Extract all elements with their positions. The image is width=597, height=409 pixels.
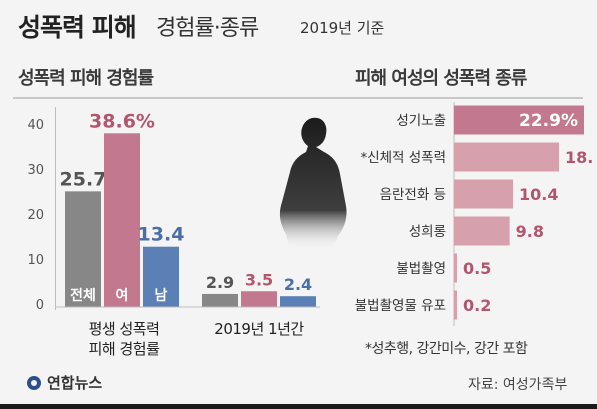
brand-name: 연합뉴스	[47, 374, 103, 392]
header-divider	[13, 97, 583, 99]
yonhap-logo-icon	[27, 375, 41, 390]
category-label: *신체적 성폭력	[360, 150, 446, 166]
y-tick-label: 10	[27, 253, 44, 268]
right-chart-title: 피해 여성의 성폭력 종류	[355, 68, 527, 89]
woman-silhouette-illustration	[279, 117, 347, 250]
experience-rate-chart: 25.7 전체 38.6% 여 13.4 남 2.9 3.5 2.4	[55, 110, 320, 308]
rate-value-label: 38.6%	[89, 110, 155, 132]
category-label: 불법촬영	[396, 261, 446, 277]
type-value-label: 18.5	[565, 148, 592, 167]
bar-series-label: 남	[155, 287, 168, 304]
type-bar	[454, 105, 584, 135]
type-bar	[454, 179, 514, 209]
rate-value-label: 13.4	[138, 224, 185, 246]
x-group-label: 피해 경험률	[88, 340, 160, 358]
bottom-bar	[0, 404, 597, 409]
rate-bar	[202, 293, 238, 307]
rate-value-label: 3.5	[245, 270, 273, 289]
rate-bar	[104, 133, 140, 307]
type-bar	[454, 216, 510, 246]
category-label: 음란전화 등	[380, 187, 446, 203]
y-axis-line	[55, 107, 56, 310]
left-chart-title: 성폭력 피해 경험률	[18, 68, 154, 89]
rate-value-label: 2.9	[206, 273, 234, 292]
y-tick-label: 40	[27, 118, 44, 133]
rate-bar	[280, 296, 316, 307]
rate-value-label: 2.4	[284, 275, 312, 294]
rate-bar	[143, 246, 179, 307]
page-subtitle: 경험률·종류	[156, 16, 259, 41]
type-bar	[454, 290, 457, 320]
type-value-label: 22.9%	[519, 111, 578, 131]
category-label: 성희롱	[409, 224, 446, 240]
category-label: 불법촬영물 유포	[355, 298, 446, 314]
violence-type-chart: 성기노출 22.9% *신체적 성폭력 18.5 음란전화 등 10.4 성희롱 9.8 불법촬…	[355, 102, 592, 326]
rate-value-label: 25.7	[60, 168, 107, 190]
rate-bar	[65, 191, 101, 307]
brand-logo: 연합뉴스	[26, 372, 102, 393]
bar-series-label: 여	[116, 287, 129, 304]
source-credit: 자료: 여성가족부	[468, 377, 568, 393]
page-title: 성폭력 피해	[18, 13, 137, 42]
type-bar	[454, 253, 457, 283]
type-bar	[454, 142, 560, 172]
category-label: 성기노출	[396, 113, 446, 129]
y-tick-label: 30	[27, 163, 44, 178]
x-group-label: 평생 성폭력	[88, 320, 160, 338]
date-note: 2019년 기준	[300, 19, 385, 37]
x-group-label: 2019년 1년간	[214, 320, 304, 338]
y-tick-label: 0	[35, 298, 44, 313]
type-value-label: 0.2	[463, 296, 491, 315]
footnote: *성추행, 강간미수, 강간 포함	[365, 341, 528, 357]
type-value-label: 10.4	[519, 185, 558, 204]
rate-bar	[241, 291, 277, 307]
y-tick-label: 20	[27, 208, 44, 223]
type-value-label: 9.8	[516, 222, 544, 241]
type-value-label: 0.5	[463, 259, 491, 278]
bar-series-label: 전체	[70, 287, 96, 304]
